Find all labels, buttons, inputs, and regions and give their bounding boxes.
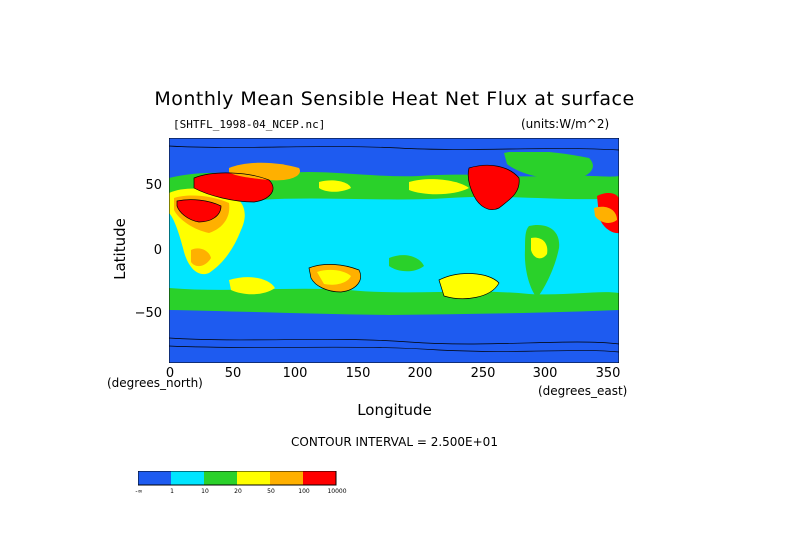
colorbar-label: 50 — [267, 488, 275, 495]
source-file-label: [SHTFL_1998-04_NCEP.nc] — [173, 118, 326, 131]
colorbar-swatch — [138, 471, 171, 485]
colorbar-swatch — [204, 471, 237, 485]
flux-patch — [319, 180, 351, 192]
flux-patch — [229, 277, 275, 295]
colorbar-label: 10000 — [327, 488, 347, 495]
x-tick-label: 300 — [532, 366, 558, 381]
australia-land — [317, 269, 351, 285]
contour-interval: CONTOUR INTERVAL = 2.500E+01 — [291, 435, 498, 449]
flux-patch — [389, 255, 424, 272]
arctic — [169, 138, 619, 152]
y-tick-label: −50 — [134, 306, 162, 321]
x-tick-label: 150 — [345, 366, 371, 381]
flux-patch — [439, 273, 499, 299]
colorbar-swatch — [303, 471, 336, 485]
y-tick-label: 0 — [153, 243, 162, 258]
colorbar-label: -∞ — [135, 488, 143, 495]
chart-title: Monthly Mean Sensible Heat Net Flux at s… — [154, 88, 635, 110]
y-unit-note: (degrees_north) — [107, 376, 203, 390]
x-unit-note: (degrees_east) — [538, 384, 628, 398]
sahara-hotspot — [177, 199, 221, 222]
colorbar — [138, 471, 337, 486]
x-axis-label: Longitude — [357, 401, 432, 419]
colorbar-swatch — [237, 471, 270, 485]
flux-map — [169, 138, 619, 363]
southern-green-band — [169, 288, 619, 315]
asia-hotspot — [194, 172, 274, 202]
tropical-band — [169, 188, 619, 312]
north-america-hotspot — [468, 165, 520, 210]
x-tick-label: 100 — [282, 366, 308, 381]
north-america-land — [504, 150, 593, 180]
colorbar-swatch — [270, 471, 303, 485]
southern-africa — [191, 248, 211, 267]
flux-patch — [409, 179, 469, 195]
y-tick-label: 50 — [145, 178, 162, 193]
x-tick-label: 350 — [595, 366, 621, 381]
x-tick-label: 250 — [470, 366, 496, 381]
colorbar-label: 1 — [170, 488, 174, 495]
colorbar-label: 20 — [234, 488, 242, 495]
colorbar-label: 100 — [298, 488, 310, 495]
colorbar-label: 10 — [201, 488, 209, 495]
contour-lines — [169, 145, 619, 353]
flux-patch — [594, 206, 617, 223]
units-label: (units:W/m^2) — [521, 117, 610, 131]
colorbar-swatch — [171, 471, 204, 485]
south-america-land — [531, 237, 548, 259]
x-tick-label: 0 — [165, 366, 175, 381]
asia-land — [229, 162, 300, 181]
x-tick-label: 200 — [407, 366, 433, 381]
colorbar-frame — [138, 471, 337, 486]
x-tick-label: 50 — [224, 366, 242, 381]
